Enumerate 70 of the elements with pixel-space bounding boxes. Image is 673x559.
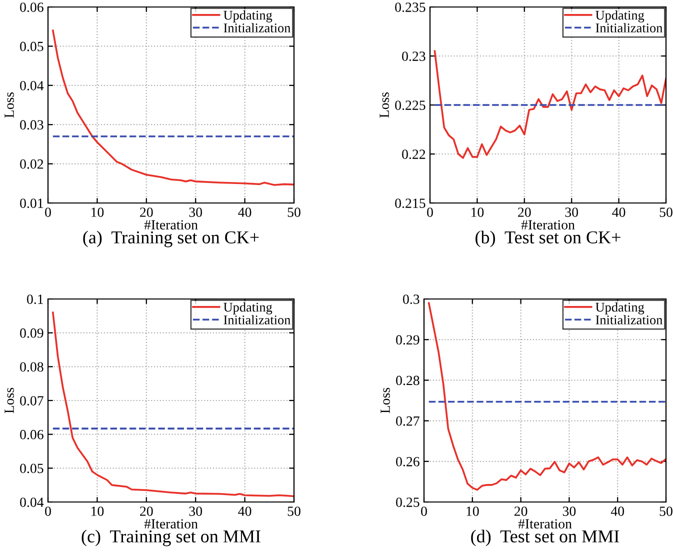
y-tick-label: 0.08 [20,362,44,372]
y-tick-label: 0.07 [20,396,44,406]
y-tick-label: 0.28 [396,376,420,386]
x-tick-label: 40 [610,506,624,516]
x-tick-label: 10 [466,506,479,516]
legend-label: Updating [224,302,272,314]
x-tick-label: 30 [565,208,578,217]
x-tick-label: 0 [421,506,427,516]
y-tick-label: 0.06 [20,2,44,12]
y-tick-label: 0.02 [20,159,44,169]
y-tick-label: 0.04 [20,80,44,90]
x-tick-label: 40 [238,208,252,217]
text: (c) Training set on MMI [82,530,260,546]
x-axis-title: #Iteration [144,519,198,529]
text: (a) Training set on CK+ [83,230,259,248]
line-series [428,302,666,491]
y-tick-label: 0.1 [27,294,43,304]
x-tick-label: 10 [91,208,104,217]
legend-label: Initialization [596,23,662,32]
legend-label: Updating [224,10,272,22]
legend-label: Updating [596,302,644,314]
y-tick-label: 0.09 [20,328,44,338]
y-tick-label: 0.225 [395,100,426,110]
legend-label: Updating [596,10,644,22]
y-axis-title: Loss [4,92,14,118]
y-tick-label: 0.215 [395,198,426,208]
x-axis-title: #Iteration [518,519,572,529]
x-tick-label: 50 [660,506,672,516]
x-tick-label: 0 [427,208,433,217]
y-axis-title: Loss [380,388,390,414]
x-tick-label: 10 [91,506,104,516]
x-tick-label: 20 [514,506,528,516]
y-tick-label: 0.01 [20,198,43,208]
x-tick-label: 30 [189,506,202,516]
x-tick-label: 50 [660,208,672,217]
y-tick-label: 0.26 [396,456,420,466]
legend-label: Initialization [224,315,290,324]
legend-label: Initialization [596,315,662,324]
legend-label: Initialization [224,23,290,32]
y-tick-label: 0.27 [396,416,420,426]
y-tick-label: 0.235 [395,2,426,12]
y-axis-title: Loss [380,92,389,118]
x-axis-title: #Iteration [144,220,198,230]
y-tick-label: 0.05 [20,42,44,52]
x-tick-label: 0 [45,506,51,516]
x-tick-label: 20 [518,208,531,217]
x-tick-label: 50 [288,208,300,217]
x-tick-label: 40 [238,506,252,516]
x-tick-label: 50 [288,506,300,516]
y-tick-label: 0.29 [396,335,420,345]
x-tick-label: 0 [45,208,51,217]
y-tick-label: 0.04 [20,498,44,508]
y-tick-label: 0.05 [20,464,44,474]
x-tick-label: 30 [562,506,576,516]
y-tick-label: 0.23 [402,52,426,62]
line-series [434,50,666,159]
y-axis-title: Loss [4,388,14,414]
x-tick-label: 10 [471,208,484,217]
y-tick-label: 0.25 [396,498,420,508]
x-tick-label: 40 [612,208,626,217]
text: (b) Test set on CK+ [476,230,620,248]
x-tick-label: 20 [140,208,153,217]
x-axis-title: #Iteration [521,220,575,230]
x-tick-label: 30 [189,208,202,217]
y-tick-label: 0.3 [403,294,420,304]
y-tick-label: 0.03 [20,120,44,130]
y-tick-label: 0.06 [20,430,44,440]
text: (d) Test set on MMI [471,530,620,546]
y-tick-label: 0.22 [402,150,426,160]
x-tick-label: 20 [140,506,153,516]
